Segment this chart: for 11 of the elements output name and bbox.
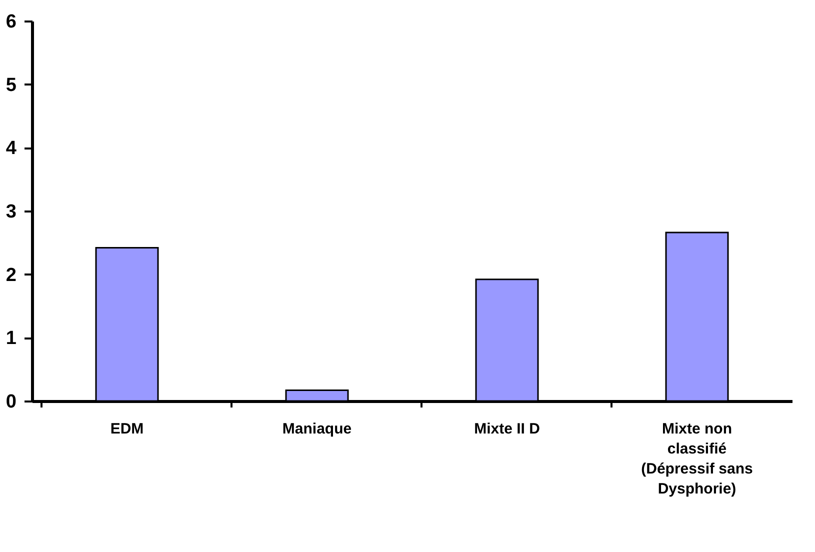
- x-tick-label: EDM: [110, 420, 144, 438]
- y-tick-label: 4: [6, 138, 17, 160]
- y-tick-label: 6: [6, 12, 16, 32]
- y-tick-label: 1: [6, 328, 17, 350]
- y-tick-label: 3: [6, 202, 16, 222]
- x-tick-label: Mixte II D: [474, 420, 540, 438]
- x-tick-label: Mixte non classifié (Dépressif sans Dysphorie): [641, 420, 753, 498]
- y-tick-label: 0: [6, 392, 16, 412]
- y-tick-label: 5: [6, 74, 17, 96]
- y-tick-label: 2: [6, 264, 16, 286]
- x-tick-label: Maniaque: [282, 420, 352, 438]
